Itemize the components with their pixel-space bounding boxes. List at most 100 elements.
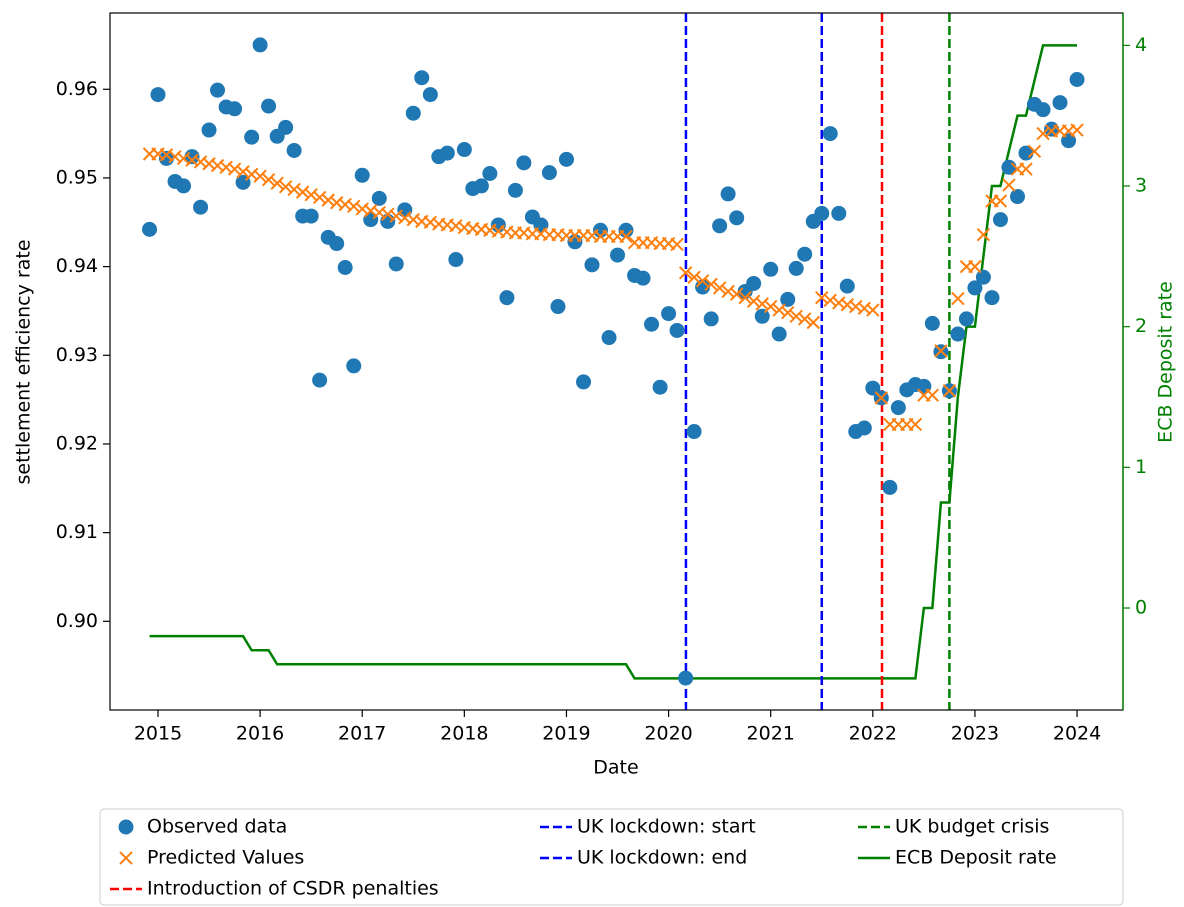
observed-marker xyxy=(303,208,319,224)
x-tick-label: 2015 xyxy=(134,723,182,745)
y2-tick-label: 1 xyxy=(1135,456,1147,478)
x-axis-label: Date xyxy=(593,757,638,779)
predicted-marker xyxy=(772,303,786,317)
predicted-marker xyxy=(755,297,769,311)
observed-marker xyxy=(1010,189,1026,205)
predicted-marker xyxy=(763,299,778,314)
observed-marker xyxy=(261,98,277,114)
x-tick-label: 2016 xyxy=(236,723,284,745)
observed-marker xyxy=(601,330,617,346)
predicted-marker xyxy=(1002,178,1016,192)
y-tick-label: 0.93 xyxy=(56,344,98,366)
y2-tick-label: 3 xyxy=(1135,175,1147,197)
observed-marker xyxy=(686,424,702,440)
predicted-marker xyxy=(704,277,718,292)
observed-marker xyxy=(814,205,830,221)
observed-marker xyxy=(703,311,719,327)
x-tick-label: 2020 xyxy=(644,723,692,745)
observed-marker xyxy=(252,37,268,53)
observed-marker xyxy=(584,257,600,273)
predicted-marker xyxy=(729,287,744,301)
observed-marker xyxy=(541,165,557,181)
y-tick-label: 0.92 xyxy=(56,432,98,454)
observed-marker xyxy=(890,400,906,416)
predicted-marker xyxy=(797,312,812,326)
observed-marker xyxy=(414,70,430,86)
predicted-marker xyxy=(695,274,710,288)
observed-marker xyxy=(780,291,796,307)
predicted-marker xyxy=(312,190,327,205)
predicted-marker xyxy=(278,180,293,194)
predicted-marker xyxy=(934,344,948,358)
x-tick-label: 2022 xyxy=(849,723,897,745)
predicted-marker xyxy=(1070,123,1084,137)
predicted-marker xyxy=(815,290,829,305)
observed-marker xyxy=(1035,102,1051,118)
observed-marker xyxy=(227,101,243,117)
y-axis-label: settlement efficiency rate xyxy=(13,239,35,484)
predicted-marker xyxy=(823,293,837,308)
predicted-marker xyxy=(347,199,361,214)
observed-marker xyxy=(576,374,592,390)
observed-marker xyxy=(661,306,677,322)
observed-marker xyxy=(142,221,158,237)
legend-marker xyxy=(119,851,133,865)
observed-marker xyxy=(635,270,651,286)
x-tick-label: 2017 xyxy=(338,723,386,745)
observed-marker xyxy=(278,119,294,135)
predicted-marker xyxy=(968,259,982,274)
observed-marker xyxy=(729,210,745,226)
predicted-marker xyxy=(1019,162,1033,176)
legend-label: Introduction of CSDR penalties xyxy=(147,878,439,900)
observed-marker xyxy=(244,129,260,145)
observed-marker xyxy=(610,247,626,263)
predicted-marker xyxy=(687,270,701,284)
observed-marker xyxy=(550,299,566,315)
observed-marker xyxy=(312,372,328,388)
observed-marker xyxy=(975,269,991,285)
legend-marker xyxy=(118,819,134,835)
predicted-marker xyxy=(321,193,335,207)
predicted-marker xyxy=(976,227,991,242)
predicted-marker xyxy=(678,266,693,280)
observed-marker xyxy=(448,252,464,268)
observed-marker xyxy=(1052,95,1068,111)
observed-marker xyxy=(831,205,847,221)
legend-label: Predicted Values xyxy=(147,847,304,869)
observed-marker xyxy=(456,142,472,158)
predicted-marker xyxy=(925,388,940,402)
observed-marker xyxy=(337,260,353,276)
observed-marker xyxy=(516,155,532,171)
predicted-marker xyxy=(295,185,310,199)
predicted-marker xyxy=(619,229,633,244)
observed-marker xyxy=(992,212,1008,228)
y-tick-label: 0.91 xyxy=(56,521,98,543)
y2-tick-label: 4 xyxy=(1135,34,1147,56)
predicted-marker xyxy=(304,188,318,202)
x-tick-label: 2021 xyxy=(747,723,795,745)
predicted-marker xyxy=(721,284,735,299)
legend-label: ECB Deposit rate xyxy=(895,847,1057,869)
observed-marker xyxy=(193,199,209,215)
observed-marker xyxy=(924,315,940,331)
predicted-marker xyxy=(942,384,957,398)
observed-marker xyxy=(797,246,813,262)
predicted-marker xyxy=(789,309,803,323)
observed-marker xyxy=(678,670,694,686)
observed-marker xyxy=(473,178,489,194)
observed-marker xyxy=(644,316,660,332)
predicted-marker xyxy=(253,169,267,183)
observed-marker xyxy=(669,322,685,338)
legend-box xyxy=(99,808,1124,906)
observed-marker xyxy=(788,260,804,276)
y2-tick-label: 0 xyxy=(1135,597,1147,619)
legend-label: UK budget crisis xyxy=(895,816,1049,838)
observed-marker xyxy=(371,190,387,206)
observed-marker xyxy=(363,212,379,228)
observed-marker xyxy=(856,420,872,436)
legend-label: Observed data xyxy=(147,816,287,838)
observed-marker xyxy=(150,87,166,103)
observed-marker xyxy=(763,261,779,277)
